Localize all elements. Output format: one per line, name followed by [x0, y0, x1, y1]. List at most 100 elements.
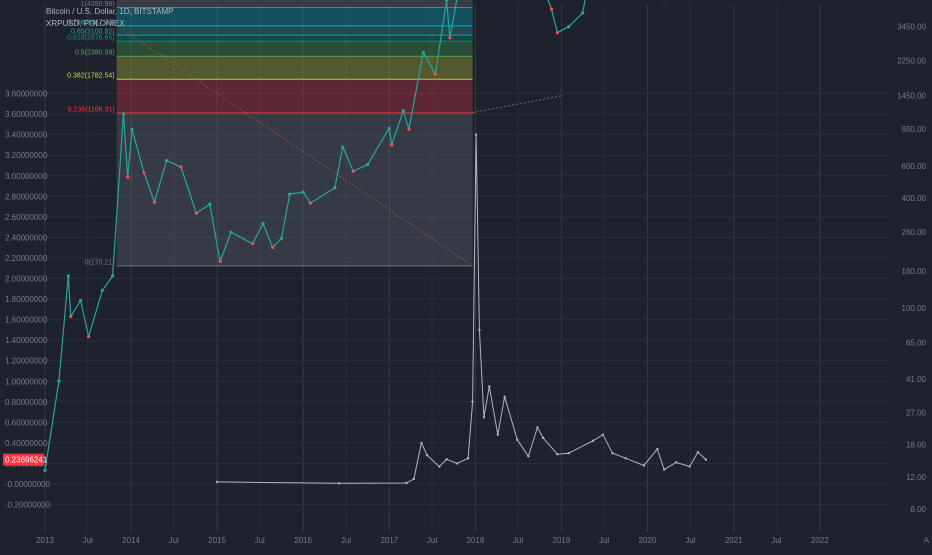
btc-data-point — [261, 222, 264, 225]
xrp-data-point — [536, 426, 538, 428]
btc-data-point — [550, 8, 553, 11]
btc-data-point — [179, 165, 182, 168]
xrp-data-point — [705, 458, 707, 460]
btc-data-point — [341, 145, 344, 148]
left-axis-tick-label: 2.80000000 — [5, 192, 48, 201]
x-tick-label: Jul — [513, 536, 523, 545]
btc-data-point — [422, 51, 425, 54]
xrp-data-point — [516, 439, 518, 441]
fib-level-label: 0.382(1782.54) — [67, 73, 114, 80]
btc-data-point — [43, 469, 46, 472]
xrp-data-point — [643, 464, 645, 466]
x-tick-label: 2017 — [380, 536, 398, 545]
xrp-data-point — [592, 440, 594, 442]
x-tick-label: Jul — [427, 536, 437, 545]
xrp-data-point — [542, 437, 544, 439]
btc-data-point — [301, 191, 304, 194]
fib-zone — [117, 26, 473, 35]
xrp-data-point — [602, 433, 604, 435]
left-axis-tick-label: 1.00000000 — [5, 377, 48, 386]
btc-data-point — [195, 212, 198, 215]
btc-data-point — [390, 143, 393, 146]
btc-data-point — [111, 274, 114, 277]
left-axis-tick-label: 1.20000000 — [5, 357, 48, 366]
left-axis-tick-label: 3.00000000 — [5, 172, 48, 181]
right-axis-tick-label: 400.00 — [902, 194, 927, 203]
xrp-data-point — [338, 482, 340, 484]
fib-level-label: 0.236(1166.31) — [68, 106, 115, 113]
xrp-data-point — [663, 468, 665, 470]
btc-data-point — [126, 176, 129, 179]
left-axis-tick-label: 2.00000000 — [5, 275, 48, 284]
btc-data-point — [280, 237, 283, 240]
x-tick-label: 2013 — [36, 536, 54, 545]
x-tick-label: 2020 — [639, 536, 657, 545]
btc-data-point — [219, 260, 222, 263]
xrp-data-point — [475, 133, 477, 135]
left-axis-tick-label: 2.40000000 — [5, 233, 48, 242]
xrp-data-point — [556, 453, 558, 455]
right-axis-tick-label: 27.00 — [906, 408, 927, 417]
btc-data-point — [130, 128, 133, 131]
xrp-data-point — [697, 451, 699, 453]
xrp-data-point — [483, 416, 485, 418]
left-axis-tick-label: 3.60000000 — [5, 110, 48, 119]
btc-data-point — [434, 73, 437, 76]
right-axis-tick-label: 160.00 — [902, 267, 927, 276]
right-axis-tick-label: 8.00 — [910, 505, 926, 514]
right-axis-tick-label: 100.00 — [902, 304, 927, 313]
xrp-data-point — [503, 395, 505, 397]
btc-data-point — [229, 231, 232, 234]
x-tick-label: Jul — [685, 536, 695, 545]
btc-data-point — [271, 246, 274, 249]
left-axis-tick-label: -0.20000000 — [5, 501, 50, 510]
x-tick-label: 2016 — [294, 536, 312, 545]
x-tick-label: Jul — [83, 536, 93, 545]
xrp-data-point — [471, 401, 473, 403]
xrp-data-point — [527, 455, 529, 457]
right-axis-tick-label: 12.00 — [906, 473, 927, 482]
btc-data-point — [556, 31, 559, 34]
btc-data-point — [402, 109, 405, 112]
fib-level-label: 0(170.21) — [85, 259, 115, 266]
x-tick-label: 2022 — [811, 536, 829, 545]
right-axis-tick-label: 18.00 — [906, 441, 927, 450]
left-axis-tick-label: 2.60000000 — [5, 213, 48, 222]
xrp-data-point — [688, 465, 690, 467]
xrp-data-point — [405, 482, 407, 484]
fib-level-label: 0.618(2876.65) — [67, 35, 114, 42]
x-tick-label: 2018 — [466, 536, 484, 545]
xrp-data-point — [216, 481, 218, 483]
x-tick-label: Jul — [169, 536, 179, 545]
btc-data-point — [79, 299, 82, 302]
xrp-data-point — [438, 465, 440, 467]
left-axis-tick-label: 3.40000000 — [5, 131, 48, 140]
right-axis-tick-label: 65.00 — [906, 338, 927, 347]
left-axis-tick-label: 3.80000000 — [5, 90, 48, 99]
right-axis-tick-label: 3450.00 — [897, 23, 926, 32]
fib-level-label: 0.5(2380.59) — [75, 50, 115, 57]
left-axis-tick-label: 1.40000000 — [5, 336, 48, 345]
btc-data-point — [67, 274, 70, 277]
right-axis-tick-label: 41.00 — [906, 375, 927, 384]
fib-zone — [117, 79, 473, 113]
left-axis-tick-label: -0.00000000 — [5, 480, 50, 489]
trend-line — [473, 96, 562, 113]
right-axis-tick-label: 600.00 — [902, 162, 927, 171]
btc-data-point — [288, 193, 291, 196]
right-axis-tick-label: 2250.00 — [897, 57, 926, 66]
x-tick-label: Jul — [341, 536, 351, 545]
fib-zone — [117, 35, 473, 41]
left-axis-tick-label: 1.80000000 — [5, 295, 48, 304]
btc-data-point — [388, 127, 391, 130]
btc-data-point — [366, 163, 369, 166]
xrp-data-point — [568, 452, 570, 454]
btc-data-point — [87, 335, 90, 338]
fib-zone — [117, 113, 473, 266]
right-axis-tick-label: 260.00 — [902, 228, 927, 237]
xrp-data-point — [426, 454, 428, 456]
x-tick-label: Jul — [599, 536, 609, 545]
xrp-data-point — [445, 458, 447, 460]
